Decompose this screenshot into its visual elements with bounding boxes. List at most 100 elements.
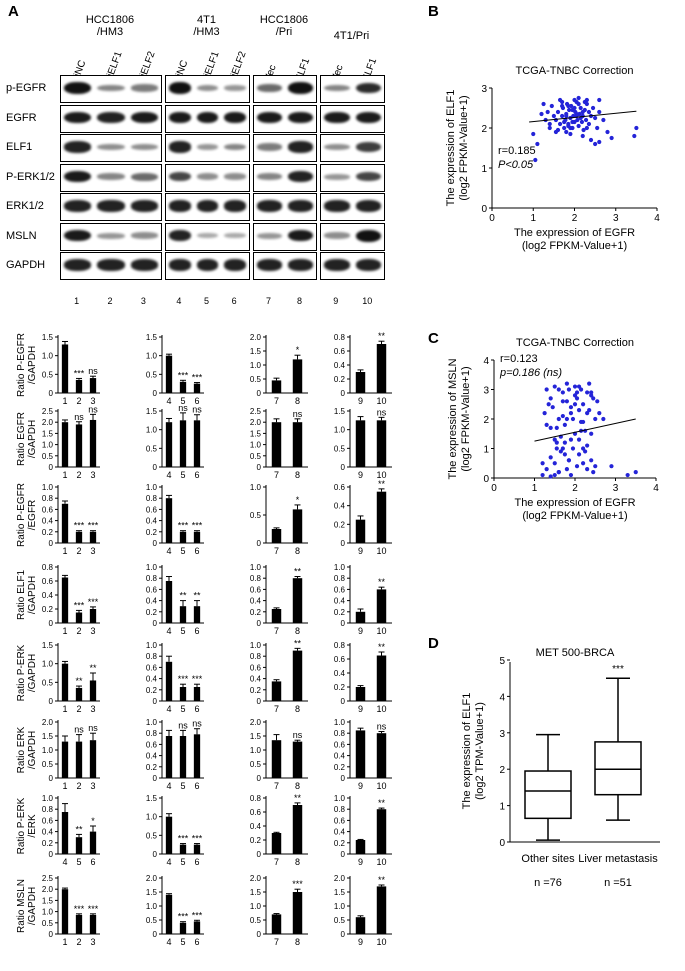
data-point bbox=[568, 472, 574, 478]
data-point bbox=[576, 384, 582, 389]
data-point bbox=[548, 474, 553, 479]
significance-label: ** bbox=[75, 676, 83, 686]
x-tick-label: 2 bbox=[76, 937, 81, 947]
x-tick-label: 10 bbox=[376, 704, 386, 714]
data-point bbox=[633, 470, 638, 475]
significance-label: ** bbox=[378, 875, 386, 885]
data-point bbox=[634, 125, 639, 131]
bar bbox=[165, 355, 173, 393]
blot-strip bbox=[253, 252, 317, 280]
blot-band bbox=[355, 111, 381, 124]
blot-strip bbox=[253, 134, 317, 162]
blot-band bbox=[355, 229, 381, 242]
ylabel-line: /GAPDH bbox=[27, 887, 38, 925]
ylabel-line: Ratio P-EGFR bbox=[16, 333, 27, 397]
blot-band bbox=[64, 170, 92, 183]
y-tick-label: 0.8 bbox=[250, 574, 262, 583]
y-tick-label: 0.8 bbox=[334, 805, 346, 814]
y-tick-label: 0.6 bbox=[334, 740, 346, 749]
blot-row-label: MSLN bbox=[6, 229, 37, 242]
bar bbox=[376, 655, 387, 701]
blot-strip bbox=[60, 75, 162, 103]
blot-band bbox=[169, 259, 191, 271]
data-point bbox=[632, 133, 637, 139]
blot-band bbox=[324, 200, 350, 212]
y-tick-label: 0.2 bbox=[334, 375, 346, 384]
significance-label: ns bbox=[88, 404, 98, 414]
x-axis-label: The expression of EGFR bbox=[514, 227, 635, 239]
data-point bbox=[566, 103, 571, 109]
bar bbox=[376, 809, 387, 854]
y-tick-label: 0.2 bbox=[334, 683, 346, 692]
x-tick-label: 3 bbox=[90, 704, 95, 714]
y-axis-label-group: The expression of MSLN (log2 FPKM-Value+1… bbox=[447, 358, 472, 479]
ylabel-line: /GAPDH bbox=[27, 576, 38, 614]
x-tick-label: 5 bbox=[180, 704, 185, 714]
y-tick-label: 0.5 bbox=[42, 452, 54, 461]
significance-label: ns bbox=[88, 723, 98, 733]
bar bbox=[292, 578, 303, 623]
significance-label: *** bbox=[178, 521, 189, 531]
x-tick-label: 10 bbox=[376, 626, 386, 636]
data-point bbox=[590, 105, 596, 111]
data-point bbox=[589, 393, 594, 398]
ylabel-line: Ratio P-EGFR bbox=[16, 483, 27, 547]
y-tick-label: 0.5 bbox=[42, 919, 54, 928]
y-tick-label: 1.0 bbox=[42, 660, 54, 669]
y-tick-label: 0.8 bbox=[42, 494, 54, 503]
y-tick-label: 1 bbox=[483, 445, 489, 456]
blot-band bbox=[196, 111, 219, 124]
x-tick-label: 4 bbox=[166, 857, 171, 867]
y-tick-label: 1.0 bbox=[146, 718, 158, 727]
p-value-label: P<0.05 bbox=[498, 159, 534, 171]
y-tick-label: 0.6 bbox=[42, 816, 54, 825]
data-point bbox=[564, 399, 570, 404]
y-tick-label: 0.5 bbox=[250, 511, 262, 520]
bar bbox=[292, 741, 303, 778]
y-tick-label: 0.2 bbox=[42, 839, 54, 848]
y-tick-label: 1.0 bbox=[42, 441, 54, 450]
x-tick-label: 1 bbox=[62, 781, 67, 791]
data-point bbox=[558, 449, 563, 454]
x-tick-label: 4 bbox=[62, 857, 67, 867]
y-tick-label: 0 bbox=[257, 774, 262, 783]
significance-label: ** bbox=[89, 663, 97, 673]
bar bbox=[271, 422, 282, 467]
panel-label-a: A bbox=[8, 3, 19, 20]
y-tick-label: 1.0 bbox=[42, 483, 54, 492]
y-tick-label: 0 bbox=[49, 463, 54, 472]
data-point bbox=[580, 109, 585, 115]
bar bbox=[61, 577, 69, 623]
y-tick-label: 0.4 bbox=[334, 828, 346, 837]
y-tick-label: 0.4 bbox=[146, 675, 158, 684]
bar-row-ylabel: Ratio P-ERK/ERK bbox=[16, 797, 38, 854]
blot-band bbox=[97, 143, 125, 151]
bar bbox=[179, 736, 187, 778]
y-tick-label: 1.5 bbox=[42, 732, 54, 741]
bar-row-ylabel: Ratio ERK/GAPDH bbox=[16, 726, 38, 773]
y-tick-label: 0.8 bbox=[250, 794, 262, 803]
data-point bbox=[554, 440, 559, 445]
data-point bbox=[550, 405, 555, 410]
lane-number: 3 bbox=[140, 296, 146, 306]
blot-strip bbox=[320, 222, 385, 251]
significance-label: * bbox=[296, 495, 300, 505]
x-tick-label: 4 bbox=[166, 546, 171, 556]
data-point bbox=[581, 446, 586, 451]
y-axis-label: The expression of ELF1 bbox=[445, 90, 457, 207]
y-tick-label: 2.0 bbox=[42, 418, 54, 427]
data-point bbox=[593, 416, 598, 422]
y-tick-label: 1.0 bbox=[146, 902, 158, 911]
data-point bbox=[549, 103, 554, 109]
blot-band bbox=[257, 200, 282, 212]
y-axis-label-group: The expression of ELF1 (log2 FPKM-Value+1… bbox=[445, 90, 470, 207]
x-tick-label: 9 bbox=[358, 396, 363, 406]
blot-row-label: ERK1/2 bbox=[6, 200, 44, 212]
blot-band bbox=[64, 229, 92, 242]
x-tick-label: 3 bbox=[90, 546, 95, 556]
x-tick-label: 5 bbox=[180, 626, 185, 636]
y-tick-label: 0.8 bbox=[334, 729, 346, 738]
data-point bbox=[581, 127, 586, 133]
y-tick-label: 0.4 bbox=[146, 597, 158, 606]
lane-number: 8 bbox=[296, 296, 302, 306]
